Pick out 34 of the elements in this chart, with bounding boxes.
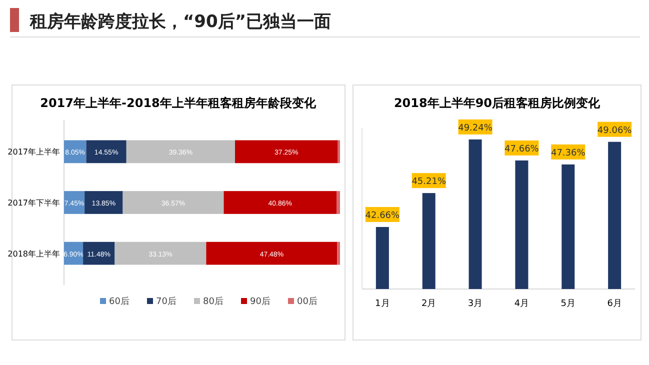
legend-label: 90后 bbox=[250, 296, 270, 307]
x-tick-label: 2月 bbox=[421, 299, 436, 309]
x-tick-label: 5月 bbox=[560, 299, 576, 309]
bar bbox=[122, 191, 224, 214]
chart-title: 2017年上半年-2018年上半年租客租房年龄段变化 bbox=[40, 96, 317, 110]
bar bbox=[83, 242, 115, 265]
legend-label: 00后 bbox=[297, 296, 318, 307]
bar bbox=[84, 191, 123, 214]
x-tick-label: 6月 bbox=[607, 299, 622, 309]
bar bbox=[206, 242, 338, 265]
legend-label: 60后 bbox=[109, 296, 130, 307]
bar bbox=[235, 140, 338, 164]
bar bbox=[114, 242, 206, 265]
text: 租房年龄跨度拉长，“90后”已独当一面 bbox=[29, 12, 332, 32]
data-label: 47.36% bbox=[550, 148, 586, 158]
bar bbox=[337, 242, 340, 265]
data-label: 45.21% bbox=[412, 177, 446, 188]
y-tick-label: 2018年上半年 bbox=[8, 249, 60, 258]
legend-label: 70后 bbox=[156, 296, 176, 307]
y-tick-label: 2017年下半年 bbox=[8, 198, 60, 208]
data-label: 49.06% bbox=[597, 126, 632, 136]
x-tick-label: 1月 bbox=[375, 299, 390, 309]
y-tick-label: 2017年上半年 bbox=[8, 148, 60, 157]
legend-label: 80后 bbox=[203, 296, 224, 307]
x-tick-label: 4月 bbox=[514, 299, 530, 309]
chart-title: 2018年上半年90后租客租房比例变化 bbox=[394, 96, 602, 110]
data-label: 42.66% bbox=[365, 210, 400, 221]
bar bbox=[126, 140, 236, 164]
data-label: 49.24% bbox=[458, 123, 493, 134]
bar bbox=[86, 140, 126, 164]
bar bbox=[224, 191, 336, 214]
bar bbox=[336, 191, 340, 214]
x-tick-label: 3月 bbox=[468, 299, 483, 309]
data-label: 47.66% bbox=[504, 144, 540, 154]
